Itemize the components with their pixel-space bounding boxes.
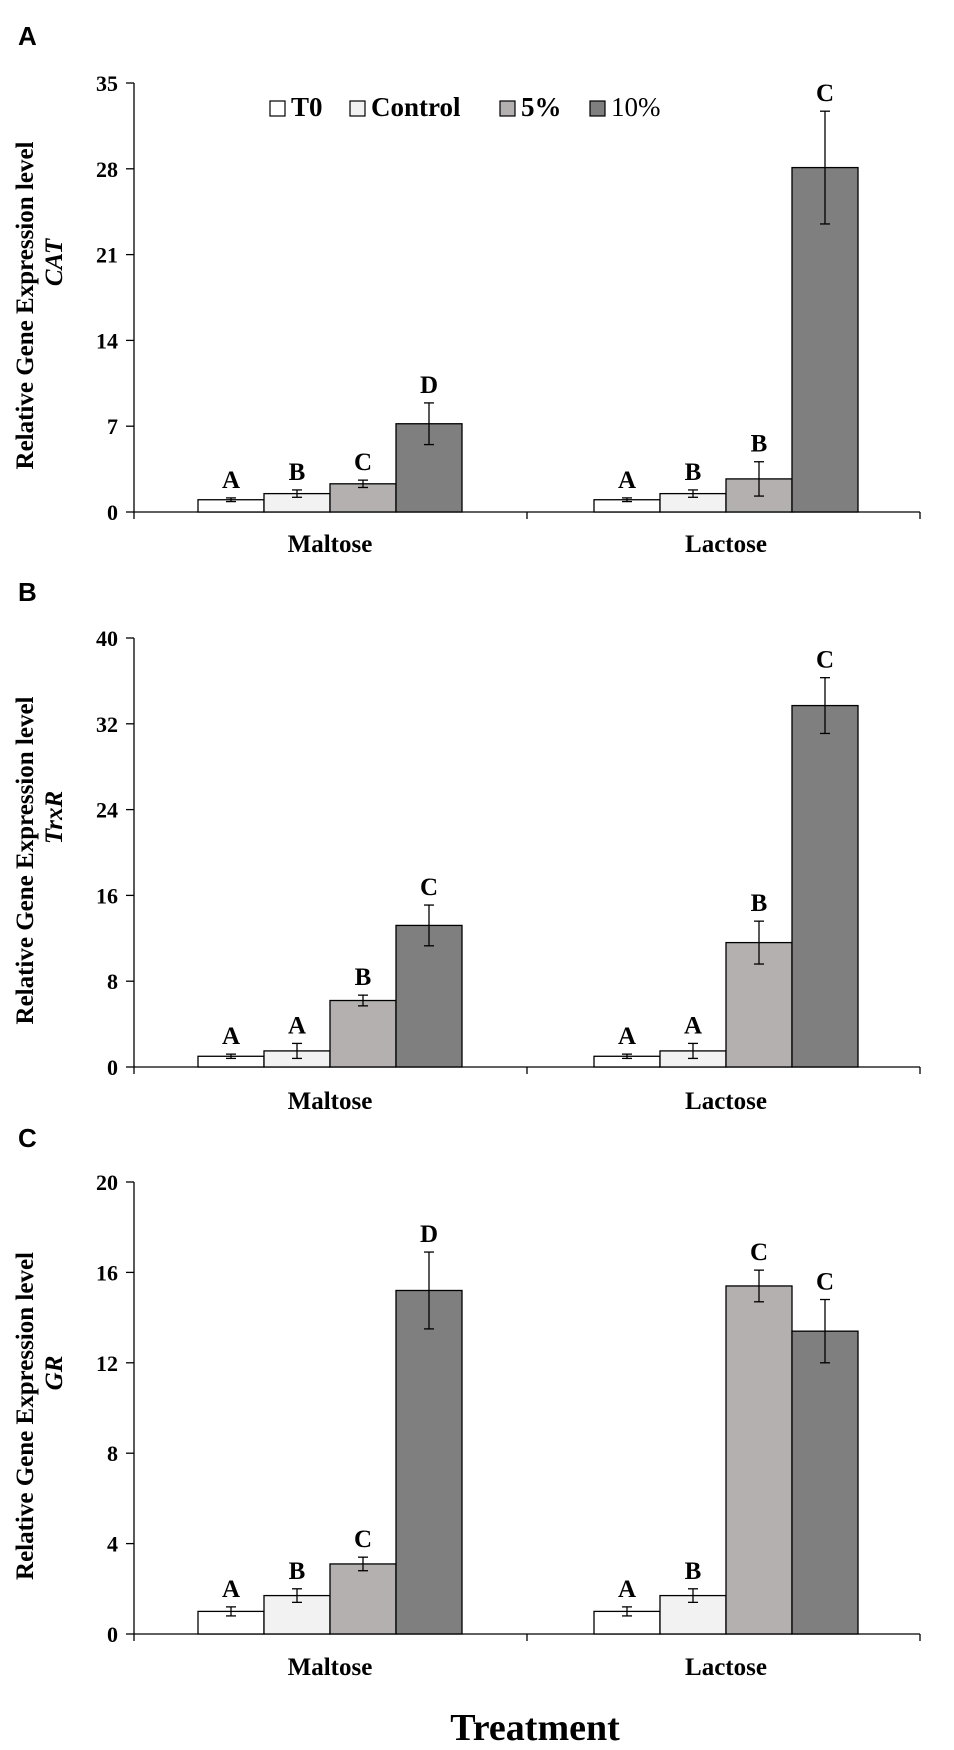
y-tick-label: 20 bbox=[96, 1170, 118, 1195]
y-tick-label: 16 bbox=[96, 1260, 118, 1285]
y-tick-label: 21 bbox=[96, 243, 118, 268]
category-label: Maltose bbox=[288, 1654, 373, 1681]
y-tick-label: 40 bbox=[96, 626, 118, 651]
bar-10%-Lactose bbox=[791, 166, 859, 513]
significance-letter: C bbox=[816, 1269, 834, 1296]
y-tick-label: 7 bbox=[107, 414, 118, 439]
y-tick-label: 8 bbox=[107, 1441, 118, 1466]
significance-letter: A bbox=[618, 467, 636, 494]
y-axis-title: Relative Gene Expression level bbox=[12, 1252, 39, 1580]
category-label: Maltose bbox=[288, 531, 373, 558]
y-tick-label: 4 bbox=[107, 1532, 118, 1557]
significance-letter: D bbox=[420, 372, 438, 399]
legend: T0 Control 5% 10% bbox=[269, 92, 661, 122]
significance-letter: C bbox=[816, 80, 834, 107]
x-axis-title: Treatment bbox=[450, 1707, 620, 1749]
y-tick-label: 24 bbox=[96, 798, 118, 823]
panel-letter: C bbox=[18, 1123, 37, 1153]
significance-letter: A bbox=[222, 1576, 240, 1603]
legend-label-10%: 10% bbox=[611, 92, 661, 122]
y-tick-label: 0 bbox=[107, 1055, 118, 1080]
bar-5%-Maltose bbox=[329, 999, 397, 1068]
legend-label-5%: 5% bbox=[521, 92, 562, 122]
y-tick-label: 12 bbox=[96, 1351, 118, 1376]
y-tick-label: 14 bbox=[96, 328, 118, 353]
legend-label-Control: Control bbox=[371, 92, 461, 122]
legend-swatch-5% bbox=[499, 100, 516, 117]
bar-10%-Maltose bbox=[395, 1289, 463, 1635]
panel-letter: A bbox=[18, 21, 37, 51]
y-axis-title: Relative Gene Expression level bbox=[12, 696, 39, 1024]
y-tick-label: 32 bbox=[96, 712, 118, 737]
category-label: Maltose bbox=[288, 1088, 373, 1115]
y-tick-label: 35 bbox=[96, 71, 118, 96]
y-tick-label: 28 bbox=[96, 157, 118, 182]
significance-letter: C bbox=[750, 1239, 768, 1266]
legend-swatch-Control bbox=[349, 100, 366, 117]
y-tick-label: 8 bbox=[107, 969, 118, 994]
significance-letter: B bbox=[289, 1558, 306, 1585]
significance-letter: B bbox=[751, 890, 768, 917]
y-tick-label: 0 bbox=[107, 1622, 118, 1647]
chart-panels: A 0 7 14 21 28 35 Relative Gene Expression leve… bbox=[12, 21, 921, 1681]
significance-letter: A bbox=[288, 1012, 306, 1039]
y-axis-gene-name: TrxR bbox=[41, 791, 68, 844]
panel-letter: B bbox=[18, 577, 37, 607]
significance-letter: A bbox=[222, 467, 240, 494]
significance-letter: B bbox=[289, 459, 306, 486]
bar-10%-Lactose bbox=[791, 1330, 859, 1635]
significance-letter: A bbox=[684, 1012, 702, 1039]
y-tick-label: 0 bbox=[107, 500, 118, 525]
significance-letter: B bbox=[685, 459, 702, 486]
significance-letter: C bbox=[420, 874, 438, 901]
significance-letter: B bbox=[355, 964, 372, 991]
significance-letter: A bbox=[618, 1023, 636, 1050]
significance-letter: C bbox=[354, 1526, 372, 1553]
significance-letter: C bbox=[816, 647, 834, 674]
y-axis-title: Relative Gene Expression level bbox=[12, 141, 39, 469]
significance-letter: B bbox=[751, 431, 768, 458]
significance-letter: C bbox=[354, 449, 372, 476]
significance-letter: A bbox=[618, 1576, 636, 1603]
category-label: Lactose bbox=[685, 531, 767, 558]
bar-5%-Lactose bbox=[725, 1285, 793, 1635]
bar-10%-Maltose bbox=[395, 924, 463, 1068]
y-axis-gene-name: CAT bbox=[41, 237, 68, 286]
legend-label-T0: T0 bbox=[291, 92, 323, 122]
panel-C: C 0 4 8 12 16 20 Relative Gene Expression level… bbox=[12, 1123, 921, 1681]
legend-swatch-10% bbox=[589, 100, 606, 117]
category-label: Lactose bbox=[685, 1088, 767, 1115]
significance-letter: A bbox=[222, 1023, 240, 1050]
legend-swatch-T0 bbox=[269, 100, 286, 117]
y-axis-gene-name: GR bbox=[41, 1356, 68, 1391]
category-label: Lactose bbox=[685, 1654, 767, 1681]
significance-letter: D bbox=[420, 1221, 438, 1248]
bar-5%-Maltose bbox=[329, 1563, 397, 1635]
panel-A: A 0 7 14 21 28 35 Relative Gene Expression leve… bbox=[12, 21, 921, 558]
bar-10%-Lactose bbox=[791, 704, 859, 1068]
significance-letter: B bbox=[685, 1558, 702, 1585]
panel-B: B 0 8 16 24 32 40 Relative Gene Expression leve… bbox=[12, 577, 921, 1115]
y-tick-label: 16 bbox=[96, 883, 118, 908]
